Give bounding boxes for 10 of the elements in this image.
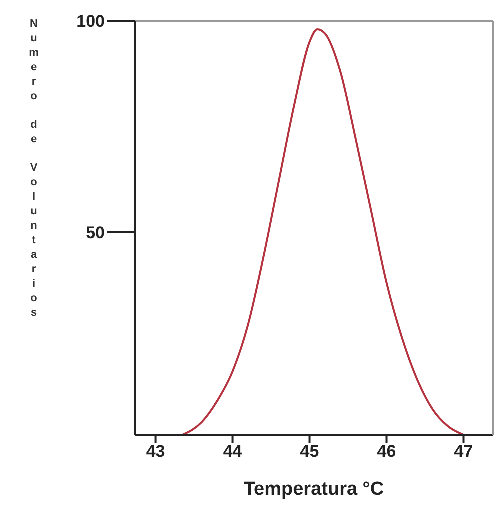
text: Numero de Voluntarios [29, 18, 39, 319]
x-tick-label: 47 [454, 442, 474, 462]
line-series [182, 28, 465, 435]
x-axis-title: Temperatura °C [244, 479, 384, 500]
x-tick-label: 44 [223, 442, 243, 462]
y-tick-label: 50 [86, 223, 105, 242]
x-tick-label: 46 [377, 442, 396, 462]
x-tick-label: 45 [300, 442, 320, 462]
x-tick-label: 43 [146, 442, 166, 462]
y-tick-label: 100 [76, 12, 105, 32]
